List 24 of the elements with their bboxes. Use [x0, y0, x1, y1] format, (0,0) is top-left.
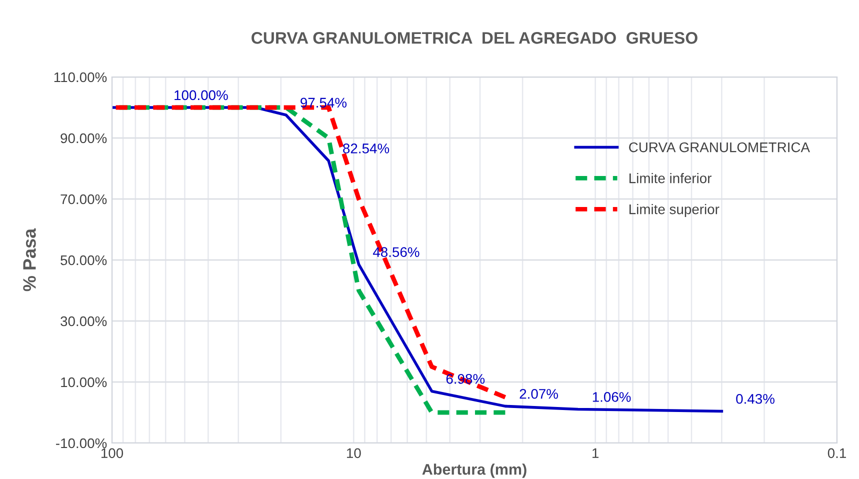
legend-label: CURVA GRANULOMETRICA	[629, 142, 810, 152]
y-axis-title: % Pasa	[23, 228, 36, 292]
data-label: 1.06%	[592, 392, 631, 402]
data-label: 82.54%	[343, 144, 390, 154]
y-tick-label: -10.00%	[56, 438, 107, 448]
x-axis-title: Abertura (mm)	[422, 464, 526, 478]
data-label: 97.54%	[300, 98, 347, 108]
x-tick-label: 10	[347, 448, 361, 458]
data-label: 48.56%	[372, 247, 420, 258]
y-tick-label: 50.00%	[60, 255, 107, 266]
y-tick-label: 10.00%	[61, 377, 107, 388]
y-tick-label: 70.00%	[60, 194, 107, 204]
y-tick-label: 110.00%	[54, 72, 107, 82]
y-tick-label: 90.00%	[60, 133, 107, 144]
chart-title: CURVA GRANULOMETRICA DEL AGREGADO GRUESO	[252, 32, 698, 44]
x-tick-label: 1	[592, 448, 599, 458]
x-tick-label: 100	[101, 448, 124, 458]
data-label: 100.00%	[174, 90, 228, 100]
legend-label: Limite inferior	[630, 173, 712, 184]
data-label: 2.07%	[520, 388, 558, 399]
legend-label: Limite superior	[630, 204, 720, 217]
x-tick-label: 0.1	[828, 448, 846, 458]
y-tick-label: 30.00%	[60, 316, 107, 326]
data-label: 0.43%	[736, 394, 774, 404]
